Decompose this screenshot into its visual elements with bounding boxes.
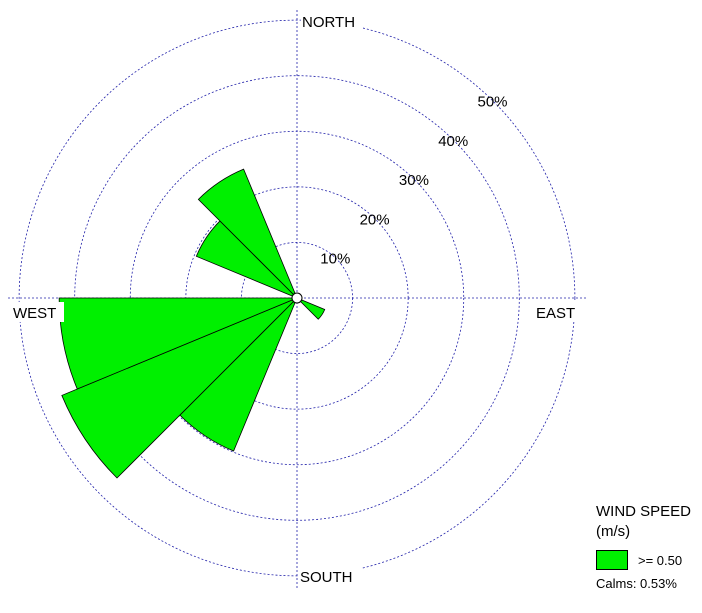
- legend-entry-label: >= 0.50: [638, 552, 683, 568]
- calm-center-circle: [291, 292, 303, 304]
- ring-label-20: 20%: [360, 211, 390, 228]
- legend: WIND SPEED (m/s) >= 0.50 Calms: 0.53%: [596, 502, 702, 591]
- compass-south-label: SOUTH: [300, 569, 353, 586]
- ring-label-40: 40%: [438, 133, 468, 150]
- ring-label-50: 50%: [478, 94, 508, 111]
- legend-title: WIND SPEED: [596, 503, 692, 520]
- petal-wsw: [58, 297, 298, 390]
- legend-units: (m/s): [596, 523, 631, 540]
- ring-labels: 10% 20% 30% 40% 50%: [320, 94, 507, 268]
- compass-east-label: EAST: [536, 305, 575, 322]
- petals: [58, 168, 326, 479]
- petal-sw: [61, 297, 298, 479]
- range-ring-40: [74, 75, 520, 521]
- legend-swatch: [596, 550, 628, 570]
- compass-west-label: WEST: [13, 305, 56, 322]
- legend-entry: >= 0.50: [596, 550, 702, 570]
- ring-label-30: 30%: [399, 172, 429, 189]
- petal-nw: [197, 168, 298, 299]
- petal-ese: [296, 297, 326, 320]
- ring-label-10: 10%: [320, 251, 350, 268]
- calms-label: Calms: 0.53%: [596, 576, 677, 591]
- compass-north-label: NORTH: [302, 14, 355, 31]
